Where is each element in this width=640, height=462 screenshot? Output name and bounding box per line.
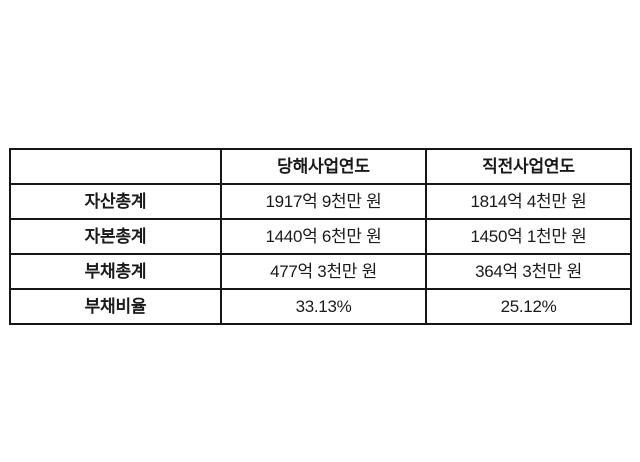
row-label-total-equity: 자본총계: [9, 218, 222, 255]
cell-total-assets-current: 1917억 9천만 원: [220, 183, 427, 220]
row-label-debt-ratio: 부채비율: [9, 288, 222, 325]
table-row: 자본총계 1440억 6천만 원 1450억 1천만 원: [9, 218, 632, 255]
table-row: 부채비율 33.13% 25.12%: [9, 288, 632, 325]
header-corner-cell: [9, 148, 222, 185]
table-header-row: 당해사업연도 직전사업연도: [9, 148, 632, 185]
header-current-fiscal-year: 당해사업연도: [220, 148, 427, 185]
financial-summary-table: 당해사업연도 직전사업연도 자산총계 1917억 9천만 원 1814억 4천만…: [9, 148, 632, 325]
row-label-total-assets: 자산총계: [9, 183, 222, 220]
cell-total-liabilities-previous: 364억 3천만 원: [425, 253, 632, 290]
cell-total-equity-previous: 1450억 1천만 원: [425, 218, 632, 255]
cell-total-assets-previous: 1814억 4천만 원: [425, 183, 632, 220]
table-row: 자산총계 1917억 9천만 원 1814억 4천만 원: [9, 183, 632, 220]
table-row: 부채총계 477억 3천만 원 364억 3천만 원: [9, 253, 632, 290]
cell-debt-ratio-current: 33.13%: [220, 288, 427, 325]
cell-debt-ratio-previous: 25.12%: [425, 288, 632, 325]
cell-total-equity-current: 1440억 6천만 원: [220, 218, 427, 255]
table-header: 당해사업연도 직전사업연도: [9, 148, 632, 185]
header-previous-fiscal-year: 직전사업연도: [425, 148, 632, 185]
row-label-total-liabilities: 부채총계: [9, 253, 222, 290]
financial-summary-table-container: 당해사업연도 직전사업연도 자산총계 1917억 9천만 원 1814억 4천만…: [9, 148, 632, 325]
table-body: 자산총계 1917억 9천만 원 1814억 4천만 원 자본총계 1440억 …: [9, 183, 632, 325]
cell-total-liabilities-current: 477억 3천만 원: [220, 253, 427, 290]
